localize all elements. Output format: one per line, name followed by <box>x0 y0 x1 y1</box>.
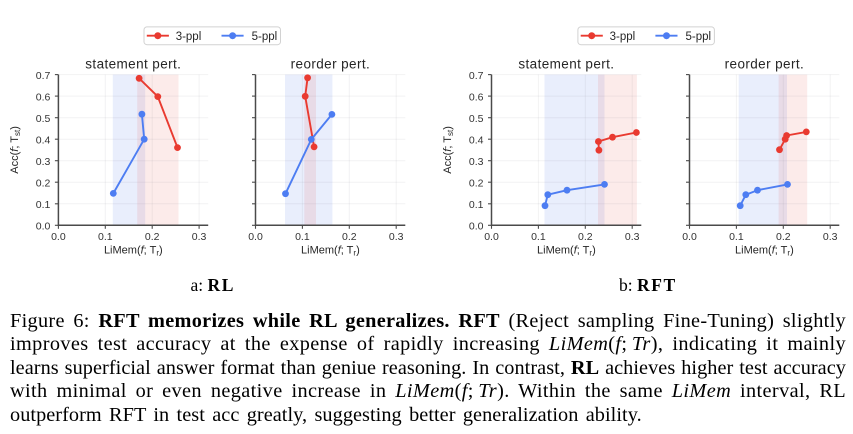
svg-text:0.1: 0.1 <box>36 199 51 211</box>
svg-text:0.3: 0.3 <box>469 156 484 168</box>
svg-text:0.1: 0.1 <box>531 231 546 243</box>
svg-text:0.3: 0.3 <box>625 231 640 243</box>
svg-text:0.2: 0.2 <box>36 177 51 189</box>
svg-text:0.2: 0.2 <box>469 177 484 189</box>
svg-text:0.0: 0.0 <box>469 221 484 233</box>
svg-text:statement pert.: statement pert. <box>85 56 181 71</box>
svg-text:0.3: 0.3 <box>389 231 404 243</box>
svg-text:0.1: 0.1 <box>295 231 310 243</box>
svg-text:0.7: 0.7 <box>36 70 51 82</box>
svg-text:0.0: 0.0 <box>484 231 499 243</box>
svg-text:3-ppl: 3-ppl <box>610 31 636 43</box>
svg-text:0.7: 0.7 <box>469 70 484 82</box>
svg-text:reorder pert.: reorder pert. <box>725 56 804 71</box>
svg-text:LiMem(f; Tr): LiMem(f; Tr) <box>537 245 596 258</box>
svg-text:LiMem(f; Tr): LiMem(f; Tr) <box>301 245 360 258</box>
svg-text:0.1: 0.1 <box>98 231 113 243</box>
svg-text:0.1: 0.1 <box>469 199 484 211</box>
svg-text:0.6: 0.6 <box>36 91 51 103</box>
svg-text:Acc(f; Tst): Acc(f; Tst) <box>9 126 22 174</box>
svg-text:0.0: 0.0 <box>51 231 66 243</box>
svg-text:0.4: 0.4 <box>36 134 51 146</box>
svg-text:5-ppl: 5-ppl <box>686 31 712 43</box>
svg-text:3-ppl: 3-ppl <box>176 31 202 43</box>
svg-text:LiMem(f; Tr): LiMem(f; Tr) <box>735 245 794 258</box>
svg-text:LiMem(f; Tr): LiMem(f; Tr) <box>104 245 163 258</box>
svg-text:0.2: 0.2 <box>145 231 160 243</box>
svg-text:0.2: 0.2 <box>342 231 357 243</box>
svg-text:0.6: 0.6 <box>469 91 484 103</box>
svg-text:0.3: 0.3 <box>36 156 51 168</box>
svg-text:0.3: 0.3 <box>192 231 207 243</box>
svg-text:0.0: 0.0 <box>682 231 697 243</box>
svg-text:0.5: 0.5 <box>469 113 484 125</box>
svg-text:Acc(f; Tst): Acc(f; Tst) <box>442 126 455 174</box>
svg-text:reorder pert.: reorder pert. <box>291 56 370 71</box>
svg-text:0.2: 0.2 <box>578 231 593 243</box>
svg-text:0.4: 0.4 <box>469 134 484 146</box>
svg-text:statement pert.: statement pert. <box>518 56 614 71</box>
svg-text:0.5: 0.5 <box>36 113 51 125</box>
svg-text:0.0: 0.0 <box>248 231 263 243</box>
svg-text:0.0: 0.0 <box>36 221 51 233</box>
svg-text:0.2: 0.2 <box>776 231 791 243</box>
svg-text:0.1: 0.1 <box>729 231 744 243</box>
svg-text:0.3: 0.3 <box>823 231 838 243</box>
svg-text:5-ppl: 5-ppl <box>252 31 278 43</box>
